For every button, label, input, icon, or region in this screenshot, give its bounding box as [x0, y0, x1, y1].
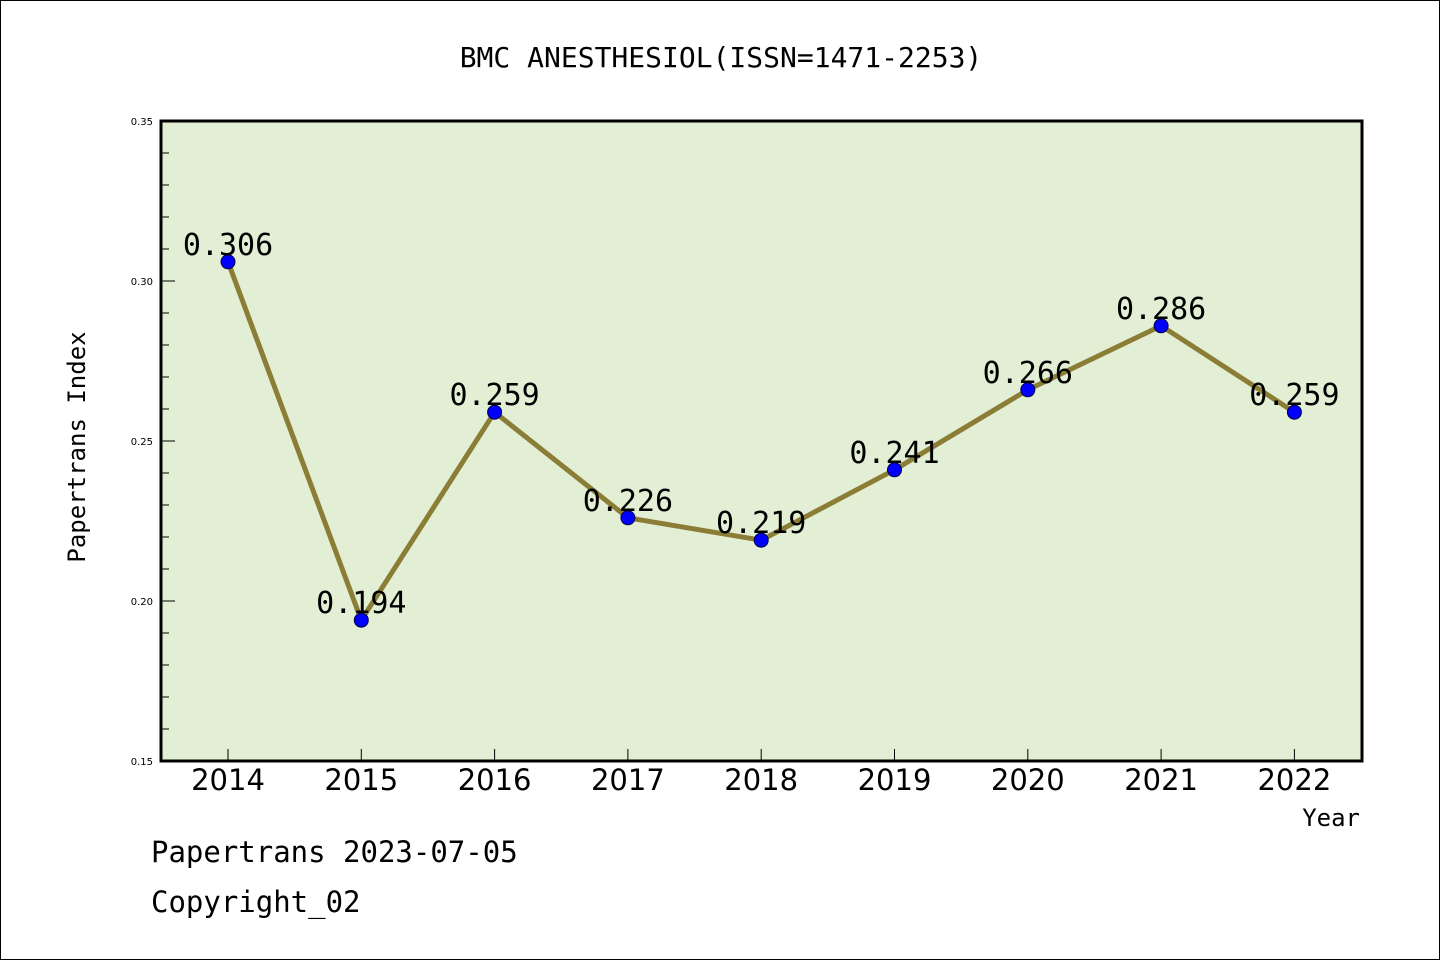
data-point: [1153, 318, 1169, 334]
data-label: 0.226: [583, 484, 673, 519]
data-point: [487, 404, 503, 420]
data-point: [1286, 404, 1302, 420]
data-point: [220, 254, 236, 270]
data-point: [1020, 382, 1036, 398]
series-layer: [220, 254, 1302, 628]
y-tick-label: 0.35: [131, 117, 153, 128]
x-tick-label: 2017: [591, 763, 665, 797]
x-tick-label: 2016: [458, 763, 532, 797]
x-tick-label: 2014: [191, 763, 265, 797]
x-tick-label: 2020: [991, 763, 1065, 797]
data-point: [353, 612, 369, 628]
data-label: 0.306: [183, 228, 273, 263]
data-label: 0.194: [316, 586, 406, 621]
y-axis: 0.15 0.20 0.25 0.30 0.35: [131, 117, 175, 768]
x-tick-label: 2015: [324, 763, 398, 797]
data-labels: 0.306 0.194 0.259 0.226 0.219 0.241 0.266 0.286…: [183, 228, 1340, 621]
data-label: 0.266: [983, 356, 1073, 391]
data-label: 0.219: [716, 506, 806, 541]
x-tick-label: 2018: [724, 763, 798, 797]
data-label: 0.259: [1249, 378, 1339, 413]
y-axis-label: Papertrans Index: [63, 331, 91, 562]
data-point: [620, 510, 636, 526]
plot-area: [159, 119, 1364, 763]
footer-copyright: Copyright_02: [151, 885, 361, 919]
data-label: 0.241: [849, 436, 939, 471]
data-point: [753, 532, 769, 548]
chart-title: BMC ANESTHESIOL(ISSN=1471-2253): [460, 41, 983, 74]
x-axis: 2014 2015 2016 2017 2018 2019 2020 2021 2022: [191, 749, 1331, 797]
y-tick-label: 0.20: [131, 597, 153, 608]
data-label: 0.286: [1116, 292, 1206, 327]
x-axis-label: Year: [1302, 804, 1360, 832]
data-label: 0.259: [449, 378, 539, 413]
data-point: [887, 462, 902, 478]
y-tick-label: 0.30: [131, 277, 153, 288]
y-tick-label: 0.25: [131, 437, 153, 448]
footer-date-line: Papertrans 2023-07-05: [151, 835, 518, 869]
x-tick-label: 2022: [1257, 763, 1331, 797]
y-tick-label: 0.15: [131, 757, 153, 768]
x-tick-label: 2019: [858, 763, 932, 797]
x-tick-label: 2021: [1124, 763, 1198, 797]
